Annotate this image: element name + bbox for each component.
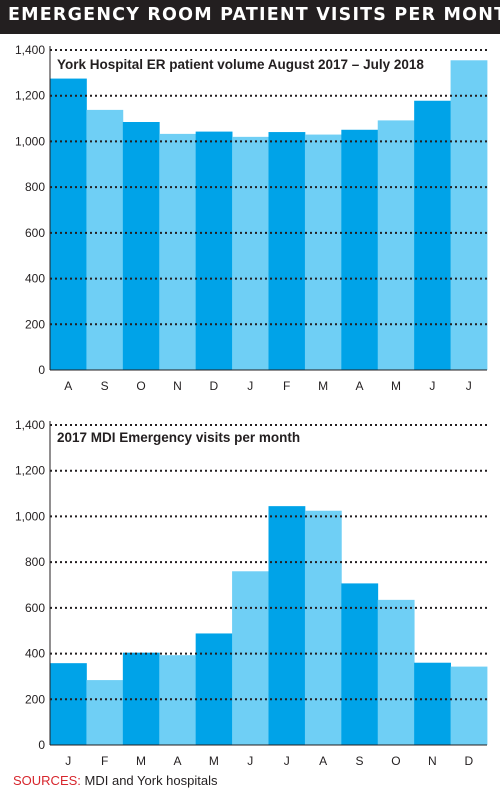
- x-tick-label: J: [247, 379, 253, 393]
- bar: [304, 134, 342, 370]
- y-tick-label: 400: [25, 272, 45, 286]
- x-tick-label: A: [319, 754, 327, 768]
- bar: [50, 663, 87, 745]
- bar: [341, 129, 379, 370]
- bar: [232, 571, 269, 745]
- bar: [268, 132, 306, 370]
- x-tick-label: M: [318, 379, 328, 393]
- chart-2: 0 200 400 600 800 1,000 1,200 1,400 J F M A M J J A S O N D…: [15, 418, 488, 768]
- bar: [377, 120, 415, 371]
- bar: [414, 662, 451, 745]
- header-bar: EMERGENCY ROOM PATIENT VISITS PER MONTH: [0, 0, 500, 34]
- x-tick-label: O: [391, 754, 400, 768]
- bar: [450, 666, 488, 745]
- bar: [341, 583, 379, 745]
- y-tick-label: 0: [38, 738, 45, 752]
- bar: [377, 599, 415, 745]
- x-tick-label: S: [101, 379, 109, 393]
- page-title: EMERGENCY ROOM PATIENT VISITS PER MONTH: [8, 5, 500, 25]
- y-tick-label: 800: [25, 180, 45, 194]
- bar: [122, 122, 160, 370]
- y-tick-label: 200: [25, 692, 45, 706]
- x-tick-label: A: [173, 754, 181, 768]
- y-tick-label: 1,000: [15, 134, 45, 148]
- x-tick-label: D: [210, 379, 219, 393]
- bar: [268, 506, 306, 745]
- x-tick-label: F: [101, 754, 108, 768]
- chart-title: York Hospital ER patient volume August 2…: [57, 57, 424, 72]
- y-tick-label: 600: [25, 226, 45, 240]
- x-tick-label: D: [464, 754, 473, 768]
- x-tick-label: A: [64, 379, 72, 393]
- y-tick-label: 1,200: [15, 89, 45, 103]
- y-tick-label: 1,400: [15, 43, 45, 57]
- bar: [195, 633, 233, 745]
- y-tick-label: 1,000: [15, 509, 45, 523]
- bar: [50, 78, 87, 371]
- x-tick-label: J: [247, 754, 253, 768]
- x-tick-label: A: [356, 379, 364, 393]
- y-tick-label: 0: [38, 363, 45, 377]
- source-text: MDI and York hospitals: [80, 773, 218, 788]
- x-tick-label: N: [428, 754, 437, 768]
- y-tick-label: 1,400: [15, 418, 45, 432]
- x-tick-label: J: [284, 754, 290, 768]
- source-label: SOURCES:: [13, 773, 81, 788]
- x-tick-label: M: [391, 379, 401, 393]
- x-tick-label: J: [65, 754, 71, 768]
- source-note: SOURCES: MDI and York hospitals: [13, 773, 217, 788]
- chart-title: 2017 MDI Emergency visits per month: [57, 430, 300, 445]
- x-tick-label: J: [466, 379, 472, 393]
- y-tick-label: 600: [25, 601, 45, 615]
- bar: [195, 131, 233, 370]
- x-tick-label: N: [173, 379, 182, 393]
- bar: [86, 109, 124, 370]
- y-tick-label: 800: [25, 555, 45, 569]
- x-tick-label: M: [209, 754, 219, 768]
- x-tick-label: S: [356, 754, 364, 768]
- x-tick-label: J: [429, 379, 435, 393]
- bar: [86, 680, 124, 745]
- x-tick-label: O: [136, 379, 145, 393]
- y-tick-label: 1,200: [15, 464, 45, 478]
- bar: [159, 133, 197, 370]
- bar: [232, 136, 269, 370]
- y-tick-label: 200: [25, 317, 45, 331]
- bar: [450, 60, 488, 371]
- x-tick-label: F: [283, 379, 290, 393]
- x-tick-label: M: [136, 754, 146, 768]
- y-tick-label: 400: [25, 647, 45, 661]
- chart-1: 0 200 400 600 800 1,000 1,200 1,400 A S O N D J F M A M J J…: [15, 43, 488, 393]
- bar: [304, 510, 342, 745]
